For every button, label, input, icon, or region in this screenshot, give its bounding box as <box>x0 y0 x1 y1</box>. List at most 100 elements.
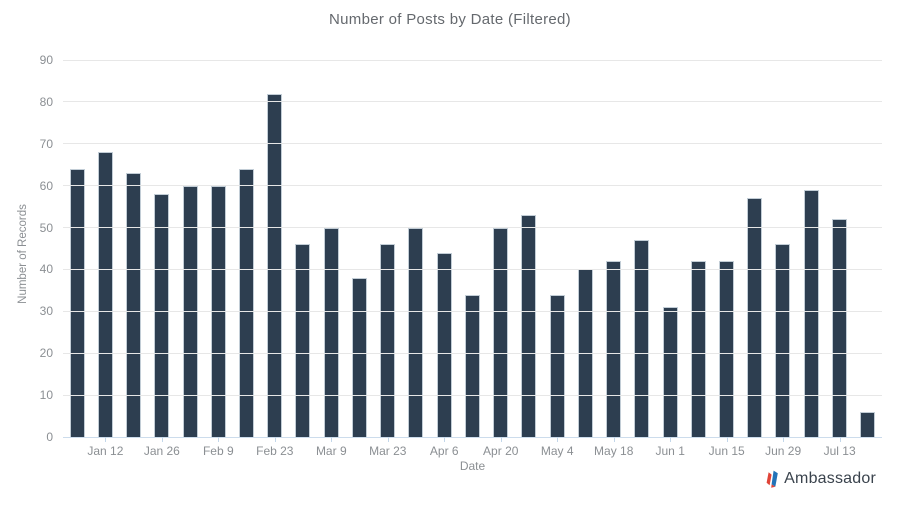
x-tick-label: Jun 1 <box>655 444 685 458</box>
bar-slot <box>487 60 515 437</box>
bar-apr-13[interactable] <box>464 294 480 437</box>
bar-jan-26[interactable] <box>154 194 170 437</box>
x-tick-label: Jul 13 <box>823 444 856 458</box>
bar-slot <box>148 60 176 437</box>
bar-mar-2[interactable] <box>295 244 311 437</box>
x-tick-label: Feb 9 <box>202 444 234 458</box>
bar-jul-13[interactable] <box>831 219 847 437</box>
bar-mar-30[interactable] <box>408 227 424 437</box>
y-tick-label: 40 <box>39 262 53 277</box>
x-axis-line <box>63 436 882 438</box>
bars-container <box>63 60 882 437</box>
bar-slot <box>289 60 317 437</box>
x-tick-mark <box>105 437 107 442</box>
bar-slot <box>91 60 119 437</box>
bar-slot <box>543 60 571 437</box>
bar-slot <box>345 60 373 437</box>
bar-slot <box>232 60 260 437</box>
bar-slot <box>261 60 289 437</box>
x-tick-label: Jun 29 <box>765 444 802 458</box>
bar-mar-9[interactable] <box>323 227 339 437</box>
bar-apr-6[interactable] <box>436 252 452 437</box>
gridline <box>63 310 882 312</box>
x-tick-label: Feb 23 <box>256 444 294 458</box>
x-tick-mark <box>218 437 220 442</box>
bar-feb-23[interactable] <box>267 93 283 437</box>
ambassador-logo[interactable]: Ambassador <box>764 469 876 489</box>
gridline <box>63 185 882 187</box>
bar-slot <box>515 60 543 437</box>
y-tick-label: 60 <box>39 178 53 193</box>
y-tick-label: 30 <box>39 304 53 319</box>
bar-slot <box>374 60 402 437</box>
x-tick-mark <box>331 437 333 442</box>
bar-slot <box>63 60 91 437</box>
bar-slot <box>769 60 797 437</box>
bar-jun-29[interactable] <box>775 244 791 437</box>
y-tick-label: 80 <box>39 94 53 109</box>
x-axis-label: Date <box>459 459 486 473</box>
x-tick-mark <box>670 437 672 442</box>
bar-slot <box>317 60 345 437</box>
bar-jul-20[interactable] <box>860 411 876 437</box>
gridline <box>63 352 882 354</box>
gridline <box>63 227 882 229</box>
bar-slot <box>458 60 486 437</box>
y-tick-label: 10 <box>39 388 53 403</box>
x-tick-label: Jan 12 <box>87 444 124 458</box>
bar-slot <box>176 60 204 437</box>
x-tick-mark <box>500 437 502 442</box>
bar-jun-1[interactable] <box>662 307 678 437</box>
bar-slot <box>571 60 599 437</box>
bar-slot <box>712 60 740 437</box>
x-tick-label: Apr 6 <box>429 444 459 458</box>
bar-slot <box>854 60 882 437</box>
bar-slot <box>430 60 458 437</box>
bar-apr-20[interactable] <box>493 227 509 437</box>
x-tick-mark <box>726 437 728 442</box>
bar-jan-5[interactable] <box>69 168 85 437</box>
bar-apr-27[interactable] <box>521 215 537 437</box>
gridline <box>63 394 882 396</box>
gridline <box>63 59 882 61</box>
x-tick-label: May 18 <box>594 444 634 458</box>
x-tick-label: Mar 9 <box>315 444 347 458</box>
x-tick-mark <box>274 437 276 442</box>
bar-slot <box>402 60 430 437</box>
bar-slot <box>628 60 656 437</box>
bar-jun-8[interactable] <box>690 261 706 437</box>
bar-slot <box>684 60 712 437</box>
bar-mar-16[interactable] <box>351 277 367 437</box>
bar-feb-16[interactable] <box>239 168 255 437</box>
bar-jan-19[interactable] <box>126 173 142 437</box>
y-tick-label: 50 <box>39 220 53 235</box>
bar-mar-23[interactable] <box>380 244 396 437</box>
bar-jun-15[interactable] <box>719 261 734 437</box>
x-tick-mark <box>161 437 163 442</box>
x-tick-mark <box>444 437 446 442</box>
bar-slot <box>656 60 684 437</box>
x-tick-label: May 4 <box>540 444 574 458</box>
ambassador-logo-text: Ambassador <box>784 470 876 487</box>
y-tick-label: 0 <box>46 430 53 444</box>
x-tick-label: Apr 20 <box>483 444 519 458</box>
y-tick-label: 70 <box>39 136 53 151</box>
y-tick-label: 20 <box>39 346 53 361</box>
ambassador-ribbon-icon <box>764 469 781 489</box>
x-tick-label: Jan 26 <box>143 444 180 458</box>
bar-jun-22[interactable] <box>747 198 763 437</box>
x-tick-label: Mar 23 <box>369 444 407 458</box>
bar-may-18[interactable] <box>606 261 622 437</box>
bar-may-4[interactable] <box>549 294 565 437</box>
plot-area <box>63 59 882 438</box>
gridline <box>63 143 882 145</box>
bar-jul-6[interactable] <box>803 189 819 437</box>
bar-may-25[interactable] <box>634 240 650 437</box>
x-tick-mark <box>839 437 841 442</box>
bar-jan-12[interactable] <box>97 152 113 437</box>
bar-slot <box>825 60 853 437</box>
gridline <box>63 101 882 103</box>
bar-slot <box>119 60 147 437</box>
gridline <box>63 268 882 270</box>
